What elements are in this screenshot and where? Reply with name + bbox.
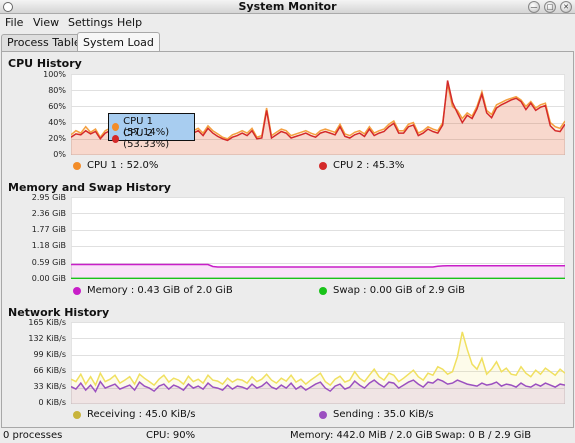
sending-color-dot <box>319 410 327 419</box>
legend-cpu1: CPU 1 : 52.0% <box>73 160 158 171</box>
cpu-ytick: 80% <box>48 86 66 95</box>
memory-ytick: 1.77 GiB <box>31 225 66 234</box>
tooltip-cpu2-value: CPU 2 (53.33%) <box>123 128 170 150</box>
network-ytick: 99 KiB/s <box>33 350 66 359</box>
cpu-ytick: 20% <box>48 134 66 143</box>
memory-ytick: 1.18 GiB <box>31 241 66 250</box>
memory-color-dot <box>73 286 81 295</box>
tooltip-cpu1-dot <box>112 123 120 131</box>
cpu-ytick: 100% <box>43 70 66 79</box>
series-line-sending <box>71 378 565 394</box>
network-history-graph <box>71 322 565 404</box>
tooltip-cpu2-dot <box>112 135 120 143</box>
cpu-ytick: 40% <box>48 118 66 127</box>
status-bar: 0 processes CPU: 90% Memory: 442.0 MiB /… <box>0 428 575 443</box>
legend-cpu2-label: CPU 2 : 45.3% <box>333 160 405 171</box>
series-area-sending <box>71 379 565 404</box>
tab-system-load[interactable]: System Load <box>77 32 160 52</box>
legend-receiving-label: Receiving : 45.0 KiB/s <box>87 409 196 420</box>
legend-sending: Sending : 35.0 KiB/s <box>319 409 434 420</box>
cpu2-color-dot <box>319 161 327 170</box>
tooltip-row-cpu1: CPU 1 (57.14%) <box>112 116 194 138</box>
title-bar: System Monitor — □ ✕ <box>0 0 575 14</box>
legend-swap-label: Swap : 0.00 GiB of 2.9 GiB <box>333 285 466 296</box>
status-processes: 0 processes <box>3 430 63 441</box>
network-history-title: Network History <box>8 306 110 319</box>
swap-color-dot <box>319 286 327 295</box>
tooltip-row-cpu2: CPU 2 (53.33%) <box>112 128 194 150</box>
menu-file[interactable]: File <box>5 16 24 29</box>
minimize-icon[interactable]: — <box>528 1 540 13</box>
series-line-memory <box>71 263 565 268</box>
menu-view[interactable]: View <box>33 16 60 29</box>
network-ytick: 132 KiB/s <box>28 334 66 343</box>
status-memory: Memory: 442.0 MiB / 2.0 GiB <box>290 430 433 441</box>
series-area-receiving <box>71 331 565 404</box>
memory-history-title: Memory and Swap History <box>8 181 171 194</box>
legend-swap: Swap : 0.00 GiB of 2.9 GiB <box>319 285 465 296</box>
network-ytick: 66 KiB/s <box>33 366 66 375</box>
receiving-color-dot <box>73 410 81 419</box>
legend-memory: Memory : 0.43 GiB of 2.0 GiB <box>73 285 233 296</box>
memory-ytick: 2.95 GiB <box>31 193 66 202</box>
cpu-ytick: 0% <box>53 150 66 159</box>
network-ytick: 0 KiB/s <box>38 398 66 407</box>
legend-cpu1-label: CPU 1 : 52.0% <box>87 160 159 171</box>
memory-history-graph <box>71 197 565 279</box>
memory-ytick: 0.59 GiB <box>31 258 66 267</box>
status-swap: Swap: 0 B / 2.9 GiB <box>435 430 532 441</box>
legend-sending-label: Sending : 35.0 KiB/s <box>333 409 434 420</box>
window-title: System Monitor <box>238 0 337 13</box>
menu-settings[interactable]: Settings <box>68 16 114 29</box>
menu-bar: File View Settings Help <box>0 14 575 32</box>
menu-help[interactable]: Help <box>117 16 143 29</box>
cpu1-color-dot <box>73 161 81 170</box>
cpu-tooltip: CPU 1 (57.14%) CPU 2 (53.33%) <box>108 113 195 150</box>
tab-bar: Process Table System Load <box>0 32 575 52</box>
close-icon[interactable]: ✕ <box>560 1 572 13</box>
network-ytick: 165 KiB/s <box>28 318 66 327</box>
series-line-receiving <box>71 331 565 387</box>
maximize-icon[interactable]: □ <box>544 1 556 13</box>
memory-ytick: 2.36 GiB <box>31 209 66 218</box>
cpu-ytick: 60% <box>48 102 66 111</box>
status-cpu: CPU: 90% <box>146 430 196 441</box>
tab-process-table[interactable]: Process Table <box>1 34 87 52</box>
app-icon[interactable] <box>3 2 13 12</box>
legend-cpu2: CPU 2 : 45.3% <box>319 160 404 171</box>
network-ytick: 33 KiB/s <box>33 382 66 391</box>
tooltip-cpu1-value: CPU 1 (57.14%) <box>123 116 170 138</box>
series-area-memory <box>71 264 565 279</box>
cpu-history-title: CPU History <box>8 57 82 70</box>
memory-ytick: 0.00 GiB <box>31 274 66 283</box>
legend-memory-label: Memory : 0.43 GiB of 2.0 GiB <box>87 285 233 296</box>
legend-receiving: Receiving : 45.0 KiB/s <box>73 409 195 420</box>
